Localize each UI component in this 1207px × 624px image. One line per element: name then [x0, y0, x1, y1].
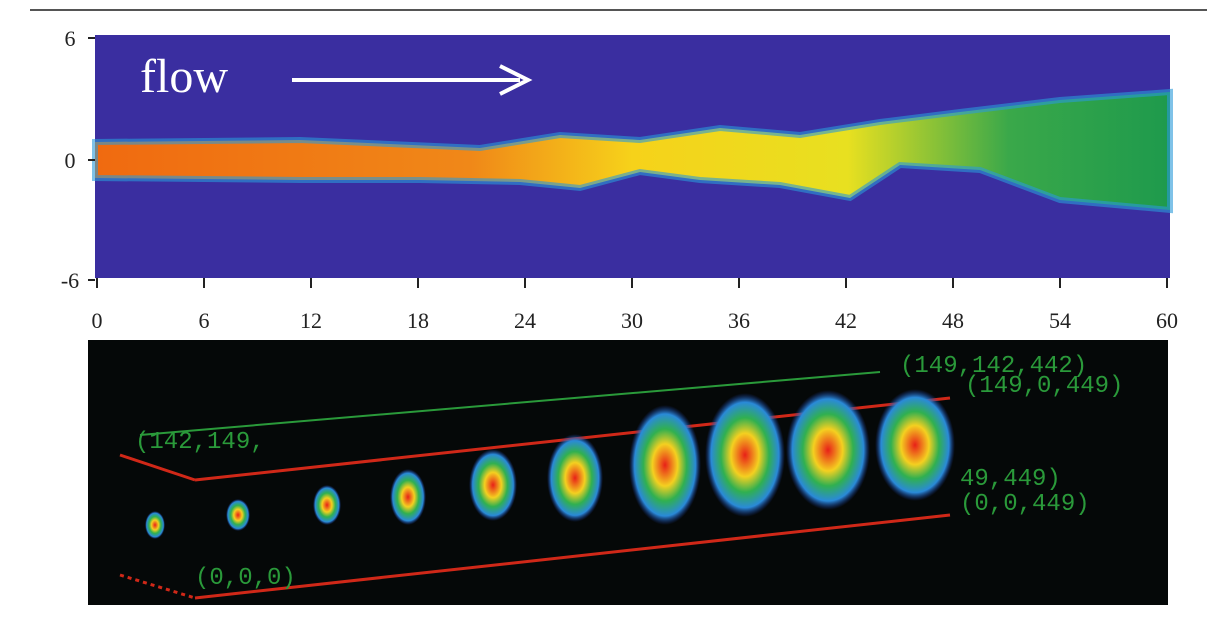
- figure: flow (149,142,442)(149,0,449)(142,149,49…: [0, 0, 1207, 624]
- coordinate-label: (0,0,449): [960, 491, 1090, 518]
- y-tick-label: -6: [61, 268, 79, 293]
- x-tick-label: 0: [92, 308, 103, 333]
- particle-cloud: [705, 393, 785, 517]
- coordinate-label: (0,0,0): [195, 565, 296, 592]
- particle-cloud: [226, 499, 250, 531]
- particle-cloud: [469, 449, 517, 521]
- y-tick-label: 0: [65, 148, 76, 173]
- x-tick-label: 24: [514, 308, 536, 333]
- x-tick-label: 42: [835, 308, 857, 333]
- coordinate-label: 49,449): [960, 466, 1061, 493]
- coordinate-label: (149,0,449): [965, 373, 1123, 400]
- x-tick-label: 48: [942, 308, 964, 333]
- particle-cloud: [875, 389, 955, 501]
- coordinate-label: (142,149,: [135, 429, 265, 456]
- y-tick-label: 6: [65, 26, 76, 51]
- x-tick-label: 60: [1156, 308, 1178, 333]
- particle-cloud: [547, 434, 603, 522]
- particle-cloud: [786, 390, 870, 510]
- x-tick-label: 30: [621, 308, 643, 333]
- particle-cloud: [629, 405, 701, 525]
- x-tick-label: 12: [300, 308, 322, 333]
- particle-cloud: [390, 469, 426, 525]
- particle-cloud: [145, 511, 165, 539]
- x-tick-label: 6: [199, 308, 210, 333]
- x-tick-label: 36: [728, 308, 750, 333]
- x-tick-label: 18: [407, 308, 429, 333]
- particle-cloud: [313, 485, 341, 525]
- x-tick-label: 54: [1049, 308, 1071, 333]
- flow-label: flow: [140, 50, 228, 103]
